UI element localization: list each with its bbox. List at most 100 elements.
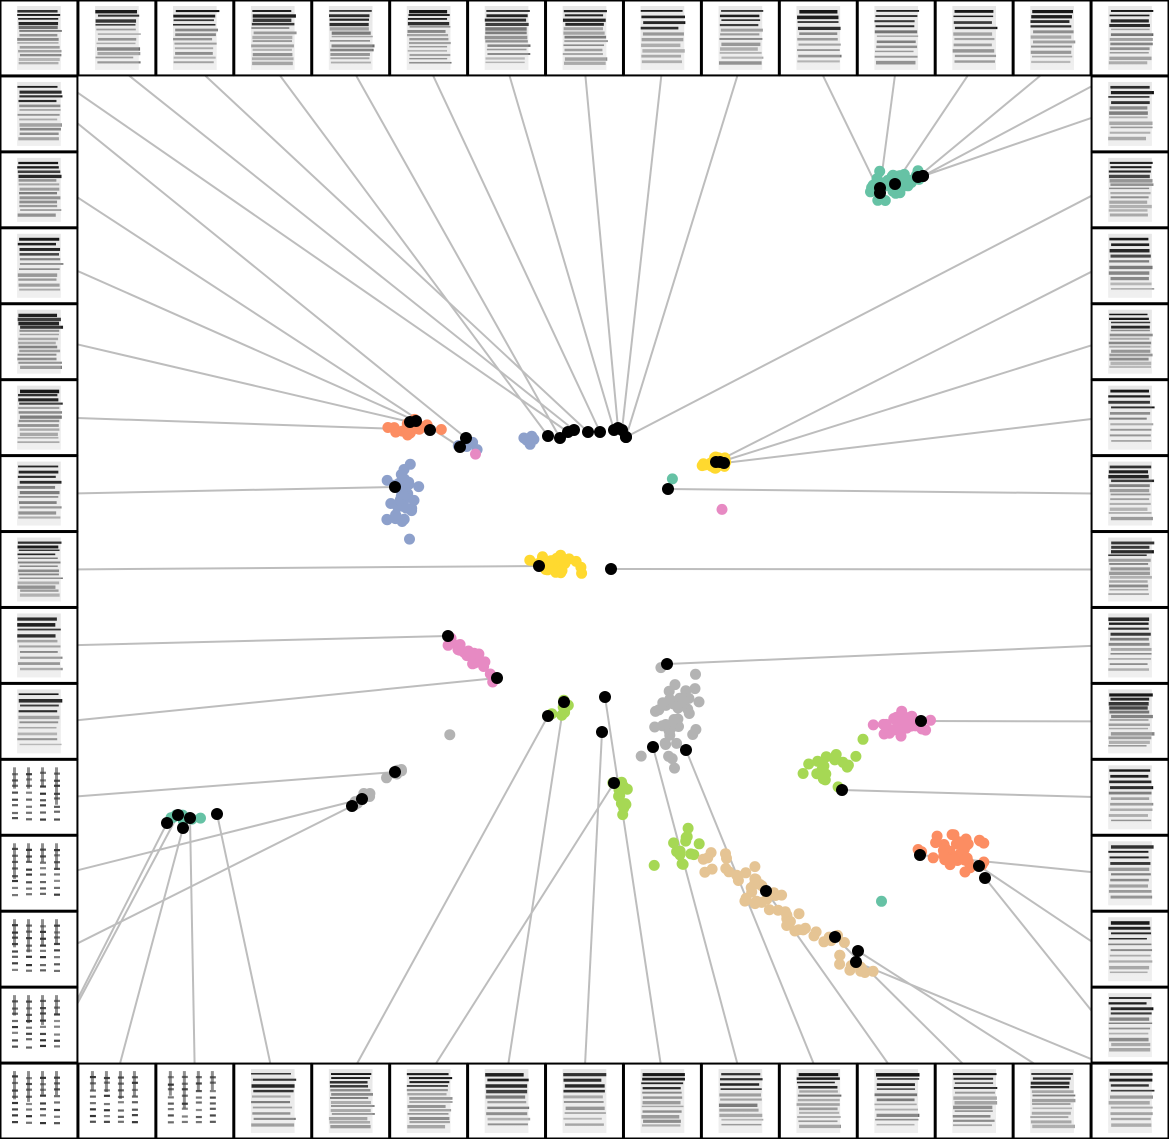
spectrogram-band [40,887,46,890]
exemplar-point [836,784,848,796]
spectrogram-thumbnail [467,1062,547,1139]
spectrogram-band [89,1089,96,1092]
spectrogram-band [209,1096,216,1099]
spectrogram-thumbnail [1090,455,1169,533]
spectrogram-thumbnail [0,986,79,1064]
spectrogram-band [40,944,46,947]
spectrogram-fade [1030,6,1074,70]
spectrogram-band [26,887,32,890]
exemplar-point [554,432,566,444]
spectrogram-band [54,1045,60,1048]
spectrogram-thumbnail [77,0,157,77]
data-point [763,904,775,916]
spectrogram-fade [484,1069,529,1133]
data-point [880,718,892,730]
connector-line [65,188,461,448]
spectrogram-band [12,817,18,820]
connector-line [505,65,615,431]
spectrogram-band [90,1071,94,1091]
data-point [663,750,675,762]
spectrogram-band [12,968,18,972]
data-point [462,645,474,657]
data-point [702,852,714,864]
spectrogram-band [55,843,58,870]
spectrogram-fade [796,1069,841,1133]
spectrogram-thumbnail [0,834,79,912]
spectrogram-fade [640,1069,685,1133]
connector-line [427,65,601,433]
data-point [716,503,728,515]
spectrogram-thumbnail [1012,1062,1092,1139]
spectrogram-fade [1108,1069,1152,1133]
spectrogram-thumbnail [778,1062,858,1139]
spectrogram-band [40,949,46,952]
spectrogram-band [26,868,32,871]
spectrogram-band [54,1101,60,1104]
connector-line [115,827,184,1076]
data-point [740,892,752,904]
connector-line [652,746,742,1076]
spectrogram-band [26,1046,32,1049]
spectrogram-fade [562,6,607,70]
spectrogram-band [12,1121,18,1124]
data-point [896,705,908,717]
data-point [867,719,879,731]
data-point [789,925,801,937]
exemplar-point [442,630,454,642]
thumbnail-frame [155,1062,235,1139]
spectrogram-band [209,1107,216,1110]
spectrogram-band [40,1108,46,1111]
data-point [195,812,206,824]
spectrogram-fade [17,309,61,374]
exemplar-point [852,945,864,957]
spectrogram-fade [1108,841,1152,906]
spectrogram-fade [328,6,373,70]
spectrogram-fade [718,6,763,70]
exemplar-point [718,457,730,469]
spectrogram-band [181,1115,188,1118]
data-point [659,737,671,749]
spectrogram-band [40,1032,46,1036]
spectrogram-fade [1108,613,1152,678]
connector-line [65,814,179,1026]
data-point [674,849,686,861]
spectrogram-band [131,1114,138,1117]
connector-line [271,65,549,437]
data-point [395,469,407,480]
spectrogram-band [26,1108,32,1111]
spectrogram-band [12,1039,18,1042]
spectrogram-thumbnail [233,0,313,77]
data-point [663,685,675,697]
spectrogram-thumbnail [233,1062,313,1139]
data-point [706,863,718,875]
spectrogram-fade [718,1069,763,1133]
spectrogram-band [55,919,58,945]
spectrogram-thumbnail [389,1062,469,1139]
exemplar-point [211,808,223,820]
data-point [770,890,781,901]
data-point [668,714,680,725]
spectrogram-band [89,1120,96,1123]
data-point [671,737,683,749]
spectrogram-band [26,1102,32,1106]
data-point [811,768,823,780]
spectrogram-band [54,818,60,821]
spectrogram-band [40,1025,46,1028]
connector-line [841,789,1104,799]
spectrogram-band [196,1071,200,1091]
spectrogram-band [103,1120,110,1123]
connector-line [583,65,619,429]
spectrogram-band [12,879,18,883]
data-point [930,837,942,849]
data-point [937,845,949,856]
spectrogram-band [54,1095,60,1098]
spectrogram-band [103,1109,110,1112]
data-point [390,509,402,521]
spectrogram-fade [1108,765,1152,830]
spectrogram-thumbnail [934,1062,1014,1139]
connector-line [625,188,1104,438]
spectrogram-fade [17,233,61,298]
spectrogram-fade [1108,917,1152,982]
spectrogram-fade [796,6,841,70]
spectrogram-band [26,1121,32,1124]
